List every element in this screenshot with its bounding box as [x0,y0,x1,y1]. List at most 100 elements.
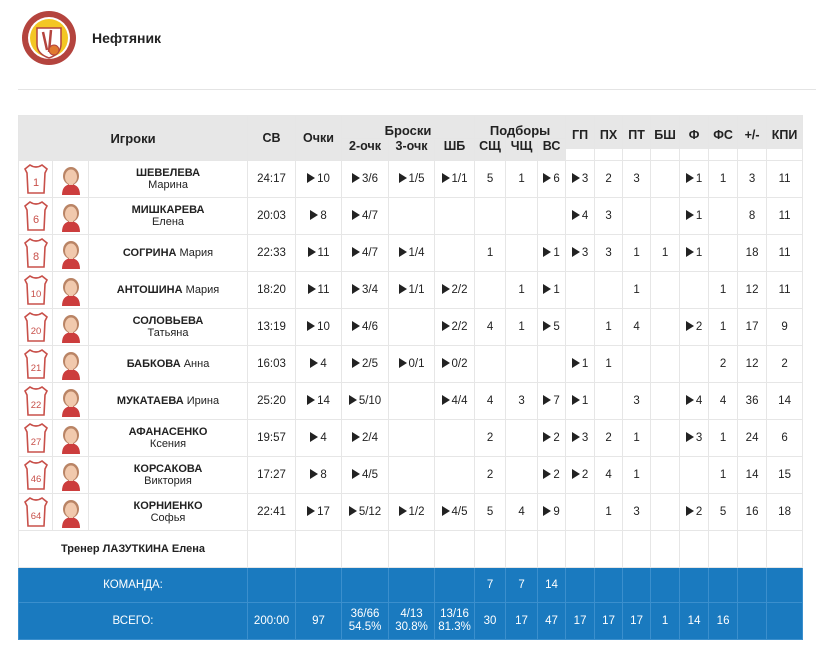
stat-fd [708,234,739,272]
play-arrow-icon[interactable] [441,506,450,516]
play-arrow-icon[interactable] [398,506,407,516]
player-first-name: Татьяна [147,327,189,339]
play-arrow-icon[interactable] [307,284,316,294]
play-arrow-icon[interactable] [310,469,319,479]
total-blk: 1 [650,602,681,640]
play-arrow-icon[interactable] [685,432,694,442]
play-arrow-icon[interactable] [398,173,407,183]
player-name[interactable]: АФАНАСЕНКО Ксения [87,419,249,457]
stat-p2: 3/4 [341,271,390,309]
play-arrow-icon[interactable] [441,284,450,294]
player-first-name: Софья [150,512,186,524]
play-arrow-icon[interactable] [398,247,407,257]
play-arrow-icon[interactable] [685,321,694,331]
player-name[interactable]: ШЕВЕЛЕВА Марина [87,160,249,198]
play-arrow-icon[interactable] [310,210,319,220]
play-arrow-icon[interactable] [352,358,361,368]
player-name[interactable]: МУКАТАЕВА Ирина [87,382,249,420]
stat-ast: 1 [565,382,596,420]
player-name[interactable]: АНТОШИНА Мария [87,271,249,309]
stat-pf: 1 [679,197,710,235]
play-arrow-icon[interactable] [543,284,552,294]
stat-eff: 11 [766,160,804,198]
stat-sv: 18:20 [247,271,297,309]
play-arrow-icon[interactable] [352,247,361,257]
player-name[interactable]: КОРНИЕНКО Софья [87,493,249,531]
stat-pf: 1 [679,234,710,272]
play-arrow-icon[interactable] [398,358,407,368]
play-arrow-icon[interactable] [685,395,694,405]
stat-stl: 4 [622,308,652,346]
team-header: Нефтяник [0,0,816,90]
play-arrow-icon[interactable] [307,173,316,183]
player-first-name: Ксения [149,438,187,450]
svg-text:64: 64 [30,511,41,522]
play-arrow-icon[interactable] [571,395,580,405]
stat-eff: 15 [766,456,804,494]
stat-pts: 11 [295,271,343,309]
players-header: Игроки [17,115,249,161]
play-arrow-icon[interactable] [441,321,450,331]
stat-stl [622,197,652,235]
play-arrow-icon[interactable] [685,247,694,257]
play-arrow-icon[interactable] [352,173,361,183]
total-pts: 97 [295,602,343,640]
play-arrow-icon[interactable] [307,506,316,516]
play-arrow-icon[interactable] [685,506,694,516]
player-last-name: КОРСАКОВА [133,463,203,475]
jersey-cell: 64 [18,493,53,531]
play-arrow-icon[interactable] [571,469,580,479]
play-arrow-icon[interactable] [571,173,580,183]
play-arrow-icon[interactable] [543,469,552,479]
play-arrow-icon[interactable] [571,210,580,220]
play-arrow-icon[interactable] [398,284,407,294]
play-arrow-icon[interactable] [571,358,580,368]
stat-stl: 1 [622,271,652,309]
svg-text:21: 21 [30,363,41,374]
player-name[interactable]: СОЛОВЬЕВА Татьяна [87,308,249,346]
player-name[interactable]: КОРСАКОВА Виктория [87,456,249,494]
play-arrow-icon[interactable] [310,358,319,368]
player-last-name: МИШКАРЕВА [131,204,205,216]
stat-blk [650,456,681,494]
play-arrow-icon[interactable] [352,432,361,442]
play-arrow-icon[interactable] [571,247,580,257]
points-header: Очки [295,115,343,161]
play-arrow-icon[interactable] [352,469,361,479]
player-name[interactable]: МИШКАРЕВА Елена [87,197,249,235]
play-arrow-icon[interactable] [685,210,694,220]
play-arrow-icon[interactable] [543,173,552,183]
player-name[interactable]: БАБКОВА Анна [87,345,249,383]
play-arrow-icon[interactable] [543,321,552,331]
play-arrow-icon[interactable] [307,247,316,257]
stat-pm: 12 [737,271,768,309]
total-reb: 47 [537,602,567,640]
player-name[interactable]: СОГРИНА Мария [87,234,249,272]
play-arrow-icon[interactable] [352,210,361,220]
jersey-icon: 27 [23,423,48,453]
stat-reb [537,345,567,383]
play-arrow-icon[interactable] [685,173,694,183]
play-arrow-icon[interactable] [571,432,580,442]
stat-ast: 3 [565,419,596,457]
stat-ast: 3 [565,160,596,198]
play-arrow-icon[interactable] [352,284,361,294]
play-arrow-icon[interactable] [543,506,552,516]
play-arrow-icon[interactable] [543,395,552,405]
play-arrow-icon[interactable] [310,432,319,442]
play-arrow-icon[interactable] [441,173,450,183]
play-arrow-icon[interactable] [307,321,316,331]
play-arrow-icon[interactable] [543,432,552,442]
play-arrow-icon[interactable] [441,358,450,368]
player-first-name: Елена [151,216,185,228]
play-arrow-icon[interactable] [307,395,316,405]
stat-fd: 1 [708,456,739,494]
play-arrow-icon[interactable] [352,321,361,331]
eff-header: КПИ [766,127,804,150]
play-arrow-icon[interactable] [441,395,450,405]
play-arrow-icon[interactable] [348,395,357,405]
play-arrow-icon[interactable] [348,506,357,516]
svg-text:1: 1 [32,177,38,189]
play-arrow-icon[interactable] [543,247,552,257]
player-first-name: Марина [148,179,188,191]
